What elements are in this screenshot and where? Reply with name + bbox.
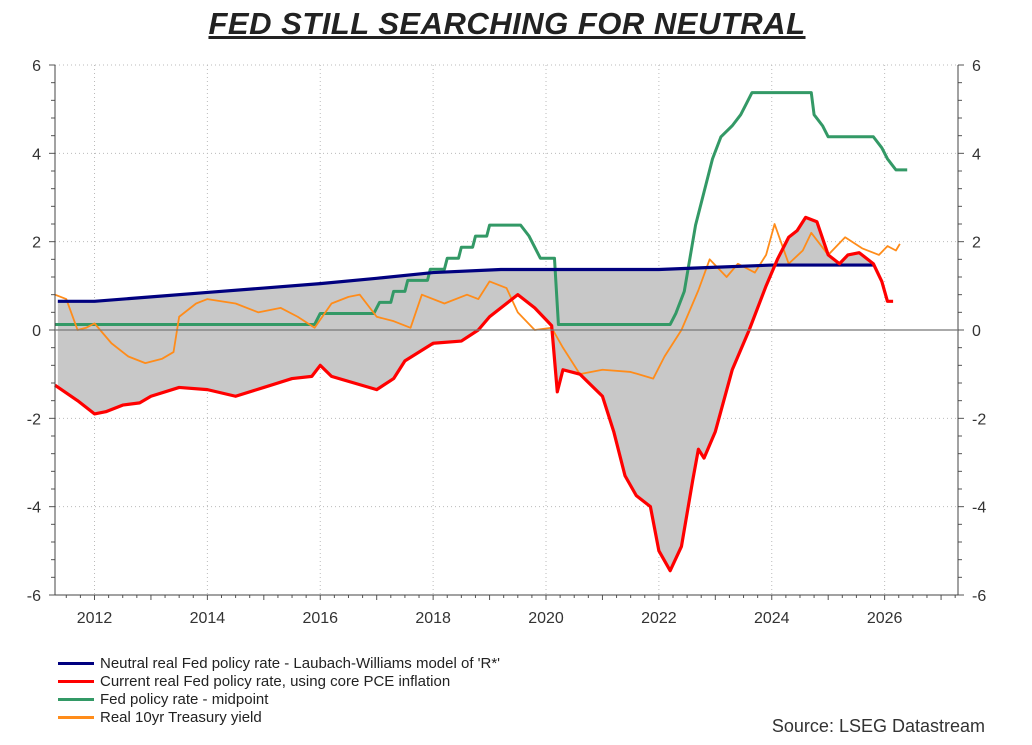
legend-swatch (58, 679, 94, 683)
y-tick-label-right: 2 (972, 235, 981, 252)
y-tick-label-left: 2 (32, 235, 41, 252)
y-tick-label-right: 0 (972, 323, 981, 340)
series-line-fed-funds-midpoint (55, 91, 908, 326)
x-tick-label: 2018 (415, 610, 451, 627)
x-tick-label: 2012 (77, 610, 113, 627)
x-tick-label: 2022 (641, 610, 677, 627)
shaded-area (57, 217, 876, 570)
source-note: Source: LSEG Datastream (771, 716, 985, 736)
legend-item: Neutral real Fed policy rate - Laubach-W… (58, 654, 500, 672)
legend-label: Real 10yr Treasury yield (100, 708, 262, 726)
y-tick-label-right: -2 (972, 411, 986, 428)
y-tick-label-left: -6 (27, 588, 41, 605)
legend-swatch (58, 715, 94, 719)
legend-swatch (58, 697, 94, 701)
series-line-real-policy-rate (54, 215, 894, 573)
x-tick-label: 2020 (528, 610, 564, 627)
legend-label: Neutral real Fed policy rate - Laubach-W… (100, 654, 501, 672)
axes: 6 6 4 4 2 2 0 0 -2 -2 -4 -4 -6 -6 2012 2014 2016 2018 2020… (27, 58, 987, 627)
shaded-gap-area (57, 217, 876, 570)
y-tick-label-left: -2 (27, 411, 41, 428)
legend-label: Current real Fed policy rate, using core… (100, 672, 451, 690)
y-tick-label-left: 0 (32, 323, 41, 340)
legend-item: Fed policy rate - midpoint (58, 690, 500, 708)
series-lines (54, 91, 908, 573)
y-tick-label-right: 6 (972, 58, 981, 75)
x-tick-label: 2016 (302, 610, 338, 627)
legend-label: Fed policy rate - midpoint (100, 690, 269, 708)
y-tick-label-left: -4 (27, 500, 41, 517)
series-line-neutral-rate (57, 263, 876, 303)
y-tick-label-right: -6 (972, 588, 986, 605)
legend: Neutral real Fed policy rate - Laubach-W… (58, 654, 500, 726)
legend-swatch (58, 661, 94, 665)
y-tick-label-right: -4 (972, 500, 986, 517)
x-tick-label: 2026 (867, 610, 903, 627)
y-tick-label-left: 4 (32, 146, 41, 163)
legend-item: Current real Fed policy rate, using core… (58, 672, 500, 690)
legend-item: Real 10yr Treasury yield (58, 708, 500, 726)
y-tick-label-right: 4 (972, 146, 981, 163)
x-tick-label: 2024 (754, 610, 790, 627)
chart-title: FED STILL SEARCHING FOR NEUTRAL (208, 6, 806, 41)
series-line-real-10yr-yield (54, 223, 901, 380)
x-tick-label: 2014 (190, 610, 226, 627)
y-tick-label-left: 6 (32, 58, 41, 75)
